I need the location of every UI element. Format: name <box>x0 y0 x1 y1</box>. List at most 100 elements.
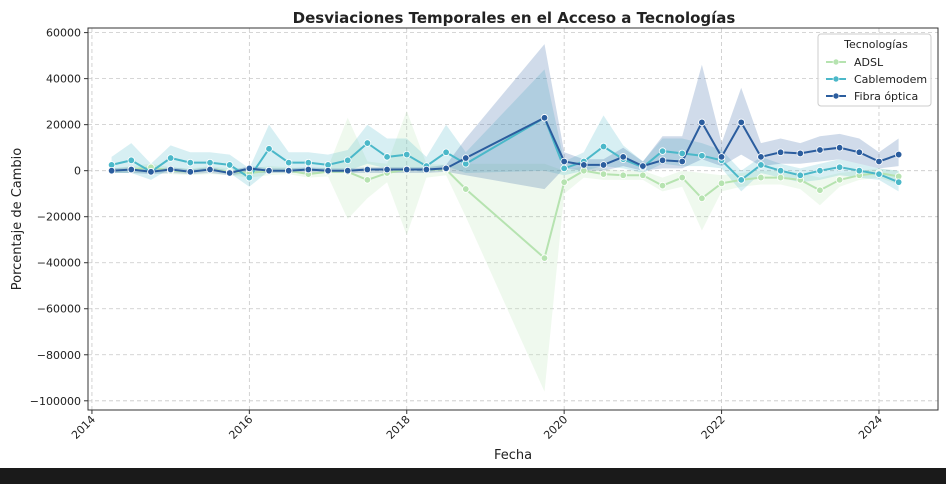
point-fibra-optica <box>678 157 686 166</box>
point-adsl <box>816 186 824 194</box>
legend-label-adsl: ADSL <box>854 56 884 69</box>
legend-marker-fibra-optica <box>832 92 840 100</box>
point-fibra-optica <box>344 166 352 175</box>
legend-title: Tecnologías <box>843 38 908 51</box>
point-fibra-optica <box>383 165 391 174</box>
point-cablemodem <box>186 158 195 167</box>
point-cablemodem <box>816 166 824 175</box>
point-adsl <box>678 173 686 182</box>
point-cablemodem <box>127 156 135 165</box>
point-fibra-optica <box>166 165 175 174</box>
point-fibra-optica <box>776 148 785 156</box>
legend-items: ADSL Cablemodem Fibra óptica <box>826 56 927 103</box>
point-cablemodem <box>363 139 372 147</box>
point-fibra-optica <box>245 164 254 173</box>
point-cablemodem <box>383 153 391 161</box>
point-fibra-optica <box>265 166 273 175</box>
plot-frame <box>87 27 939 411</box>
point-adsl <box>363 176 372 184</box>
point-fibra-optica <box>599 161 608 169</box>
point-cablemodem <box>599 142 608 151</box>
point-fibra-optica <box>107 166 116 175</box>
y-tick-label: 0 <box>74 165 81 178</box>
point-cablemodem <box>698 152 706 160</box>
point-cablemodem <box>245 173 254 182</box>
point-cablemodem <box>737 176 745 184</box>
legend-label-cablemodem: Cablemodem <box>854 73 927 86</box>
point-fibra-optica <box>225 169 234 177</box>
x-tick-label: 2014 <box>69 413 98 442</box>
point-adsl <box>658 181 667 190</box>
point-fibra-optica <box>855 148 863 156</box>
point-adsl <box>540 254 549 262</box>
legend-marker-cablemodem <box>832 75 840 83</box>
legend-marker-adsl <box>832 58 840 66</box>
legend: Tecnologías ADSL Cablemodem Fibra óptica <box>817 33 932 107</box>
plot-area <box>88 28 938 410</box>
x-tick-label: 2016 <box>226 413 255 442</box>
x-tick-label: 2024 <box>856 413 885 442</box>
point-fibra-optica <box>796 149 804 158</box>
point-fibra-optica <box>462 154 470 162</box>
x-tick-label: 2020 <box>541 413 570 442</box>
point-adsl <box>717 179 726 188</box>
point-cablemodem <box>894 178 903 186</box>
legend-label-fibra-optica: Fibra óptica <box>854 90 918 103</box>
point-fibra-optica <box>206 165 214 174</box>
point-fibra-optica <box>284 166 293 175</box>
y-tick-label: −80000 <box>37 349 81 362</box>
chart-title: Desviaciones Temporales en el Acceso a T… <box>293 9 736 27</box>
point-adsl <box>619 171 627 179</box>
point-fibra-optica <box>560 157 568 166</box>
point-fibra-optica <box>127 165 135 174</box>
y-tick-label: 40000 <box>46 73 81 86</box>
window-bottom-bar <box>0 468 946 484</box>
x-axis-ticks: 2014 2016 2018 2020 2022 2024 <box>69 410 885 442</box>
point-cablemodem <box>757 161 765 169</box>
point-cablemodem <box>678 149 686 158</box>
point-fibra-optica <box>717 153 726 161</box>
point-cablemodem <box>796 171 804 179</box>
y-tick-label: 60000 <box>46 27 81 40</box>
y-tick-label: −60000 <box>37 303 81 316</box>
band-adsl <box>111 110 899 392</box>
y-tick-label: 20000 <box>46 119 81 132</box>
point-cablemodem <box>225 161 234 169</box>
point-fibra-optica <box>540 114 549 122</box>
point-cablemodem <box>442 148 450 156</box>
point-fibra-optica <box>737 118 745 127</box>
x-tick-label: 2018 <box>384 413 413 442</box>
point-fibra-optica <box>442 164 450 173</box>
point-fibra-optica <box>658 156 667 165</box>
point-fibra-optica <box>304 165 313 174</box>
y-axis-ticks: 60000 40000 20000 0 −20000 −40000 −60000 −80000… <box>30 27 88 408</box>
point-fibra-optica <box>363 165 372 174</box>
point-fibra-optica <box>894 150 903 159</box>
point-adsl <box>776 173 785 182</box>
point-cablemodem <box>855 166 863 175</box>
point-fibra-optica <box>757 153 765 161</box>
point-cablemodem <box>403 150 411 159</box>
point-fibra-optica <box>835 143 844 152</box>
y-tick-label: −100000 <box>30 395 81 408</box>
point-cablemodem <box>344 156 352 165</box>
point-fibra-optica <box>875 157 883 166</box>
point-fibra-optica <box>403 165 411 174</box>
point-adsl <box>639 171 647 179</box>
series-markers <box>107 114 903 262</box>
point-cablemodem <box>206 158 214 167</box>
y-tick-label: −20000 <box>37 211 81 224</box>
point-cablemodem <box>875 170 883 178</box>
point-fibra-optica <box>816 146 824 154</box>
point-fibra-optica <box>619 153 627 161</box>
point-fibra-optica <box>698 118 706 127</box>
point-fibra-optica <box>639 162 647 170</box>
point-adsl <box>757 173 765 182</box>
point-fibra-optica <box>422 165 431 174</box>
legend-box <box>817 33 932 107</box>
y-axis-label: Porcentaje de Cambio <box>10 148 25 291</box>
point-cablemodem <box>304 158 313 167</box>
point-adsl <box>462 185 470 193</box>
point-adsl <box>698 194 706 202</box>
point-adsl <box>560 178 568 186</box>
